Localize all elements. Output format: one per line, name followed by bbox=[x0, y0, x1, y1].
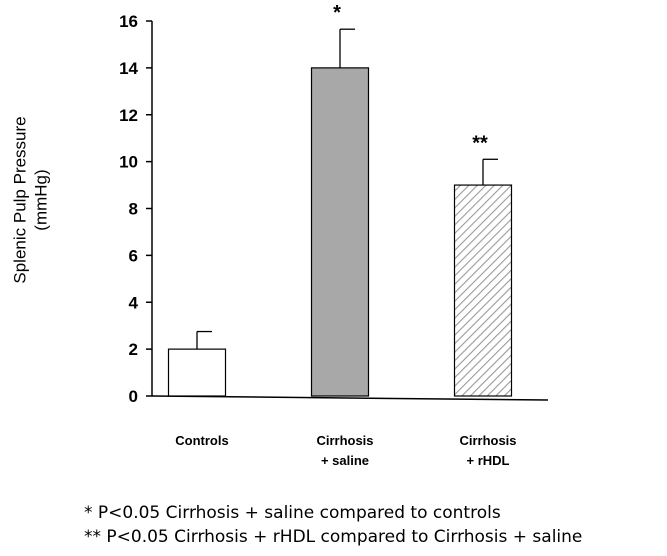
y-tick-label: 6 bbox=[129, 246, 138, 265]
y-axis-label: (mmHg) bbox=[31, 169, 50, 230]
category-label: + rHDL bbox=[467, 453, 510, 468]
y-tick-label: 2 bbox=[129, 340, 138, 359]
y-tick-label: 4 bbox=[129, 293, 139, 312]
footnote-rhdl: ** P<0.05 Cirrhosis + rHDL compared to C… bbox=[84, 527, 583, 547]
x-axis-line bbox=[151, 395, 549, 401]
category-label: Controls bbox=[175, 433, 228, 448]
bar bbox=[453, 184, 513, 397]
y-tick-label: 12 bbox=[119, 106, 138, 125]
category-label: Cirrhosis bbox=[459, 433, 516, 448]
y-tick-label: 14 bbox=[119, 59, 138, 78]
y-tick-label: 8 bbox=[129, 200, 138, 219]
bar bbox=[310, 67, 370, 397]
y-tick-label: 0 bbox=[129, 387, 138, 406]
y-tick-label: 10 bbox=[119, 153, 138, 172]
category-label: Cirrhosis bbox=[316, 433, 373, 448]
significance-mark: ** bbox=[472, 132, 488, 154]
y-axis-label: Splenic Pulp Pressure bbox=[10, 116, 29, 283]
category-label: + saline bbox=[321, 453, 369, 468]
significance-mark: * bbox=[333, 2, 341, 24]
bar bbox=[167, 348, 227, 397]
bar-chart: 0 2 4 6 8 10 12 14 16 Splenic Pulp Pressure (mmHg)… bbox=[10, 2, 549, 468]
footnote-saline: * P<0.05 Cirrhosis + saline compared to … bbox=[84, 503, 501, 523]
y-tick-label: 16 bbox=[119, 12, 138, 31]
